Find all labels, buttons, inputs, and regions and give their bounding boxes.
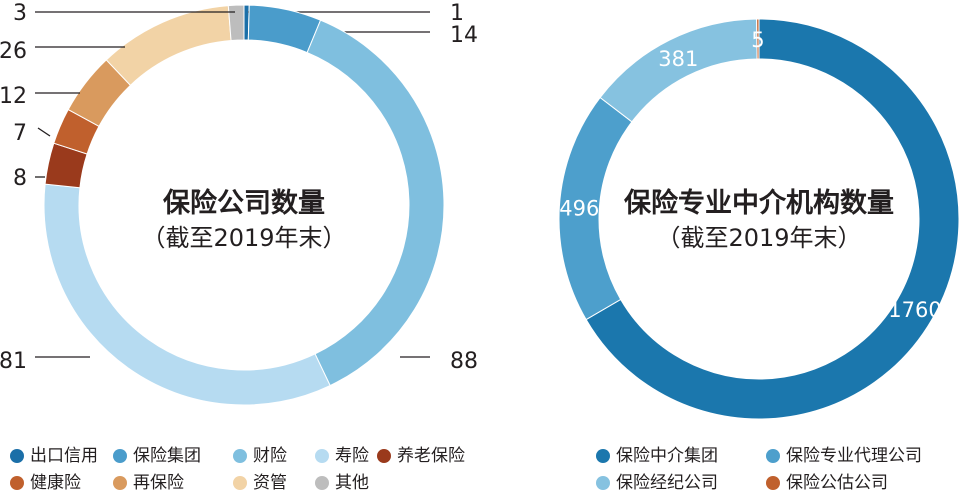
legend-item: 资管 xyxy=(233,470,287,496)
data-label: 26 xyxy=(0,39,27,64)
legend-swatch xyxy=(596,449,610,463)
data-label: 1 xyxy=(450,1,464,26)
chart-subtitle-insurers: （截至2019年末） xyxy=(141,224,346,252)
legend-item: 健康险 xyxy=(10,470,81,496)
donut-slice xyxy=(756,18,760,60)
data-label: 7 xyxy=(13,121,27,146)
data-label: 88 xyxy=(450,349,478,374)
data-label: 3 xyxy=(13,1,27,26)
data-label: 381 xyxy=(658,47,698,71)
legend-swatch xyxy=(315,449,329,463)
legend-label: 保险集团 xyxy=(133,446,201,466)
legend-swatch xyxy=(596,476,610,490)
legend-item: 再保险 xyxy=(113,470,184,496)
legend-swatch xyxy=(10,476,24,490)
chart-title-insurers: 保险公司数量 xyxy=(162,187,325,219)
legend-item: 出口信用 xyxy=(10,443,98,469)
legend-item: 财险 xyxy=(233,443,287,469)
legend-label: 保险经纪公司 xyxy=(616,473,718,493)
legend-swatch xyxy=(766,476,780,490)
legend-swatch xyxy=(315,476,329,490)
legend-item: 保险中介集团 xyxy=(596,443,718,469)
legend-item: 养老保险 xyxy=(377,443,465,469)
legend-label: 出口信用 xyxy=(30,446,98,466)
legend-item: 保险专业代理公司 xyxy=(766,443,922,469)
chart-subtitle-intermediaries: （截至2019年末） xyxy=(656,224,861,252)
legend-item: 寿险 xyxy=(315,443,369,469)
chart-title-intermediaries: 保险专业中介机构数量 xyxy=(623,187,894,219)
legend-swatch xyxy=(10,449,24,463)
data-label: 14 xyxy=(450,23,478,48)
donut-slice xyxy=(227,4,245,42)
data-label: 12 xyxy=(0,84,27,109)
legend-label: 养老保险 xyxy=(397,446,465,466)
donut-chart-intermediaries: 1760 496 381 5 xyxy=(558,18,960,420)
legend-label: 寿险 xyxy=(335,446,369,466)
legend-swatch xyxy=(766,449,780,463)
legend-swatch xyxy=(377,449,391,463)
legend-label: 保险公估公司 xyxy=(786,473,888,493)
leader-line xyxy=(37,127,51,137)
donut-slice xyxy=(306,19,445,387)
legend-swatch xyxy=(113,449,127,463)
legend-item: 保险公估公司 xyxy=(766,470,888,496)
legend-label: 保险专业代理公司 xyxy=(786,446,922,466)
legend-label: 其他 xyxy=(335,473,369,493)
legend-item: 其他 xyxy=(315,470,369,496)
data-label: 8 xyxy=(13,166,27,191)
legend-swatch xyxy=(233,476,247,490)
legend-label: 财险 xyxy=(253,446,287,466)
legend-swatch xyxy=(233,449,247,463)
data-label: 5 xyxy=(751,28,764,52)
donut-slice xyxy=(105,5,232,87)
legend-label: 保险中介集团 xyxy=(616,446,718,466)
data-label: 496 xyxy=(559,197,599,221)
legend-label: 资管 xyxy=(253,473,287,493)
legend-label: 健康险 xyxy=(30,473,81,493)
data-label: 1760 xyxy=(888,298,941,322)
donut-chart-insurers: 114 88 81 8 7 12 26 3 xyxy=(0,1,478,406)
data-label: 81 xyxy=(0,349,27,374)
donut-slice xyxy=(585,18,960,420)
legend-label: 再保险 xyxy=(133,473,184,493)
legend-swatch xyxy=(113,476,127,490)
legend-item: 保险经纪公司 xyxy=(596,470,718,496)
legend-item: 保险集团 xyxy=(113,443,201,469)
